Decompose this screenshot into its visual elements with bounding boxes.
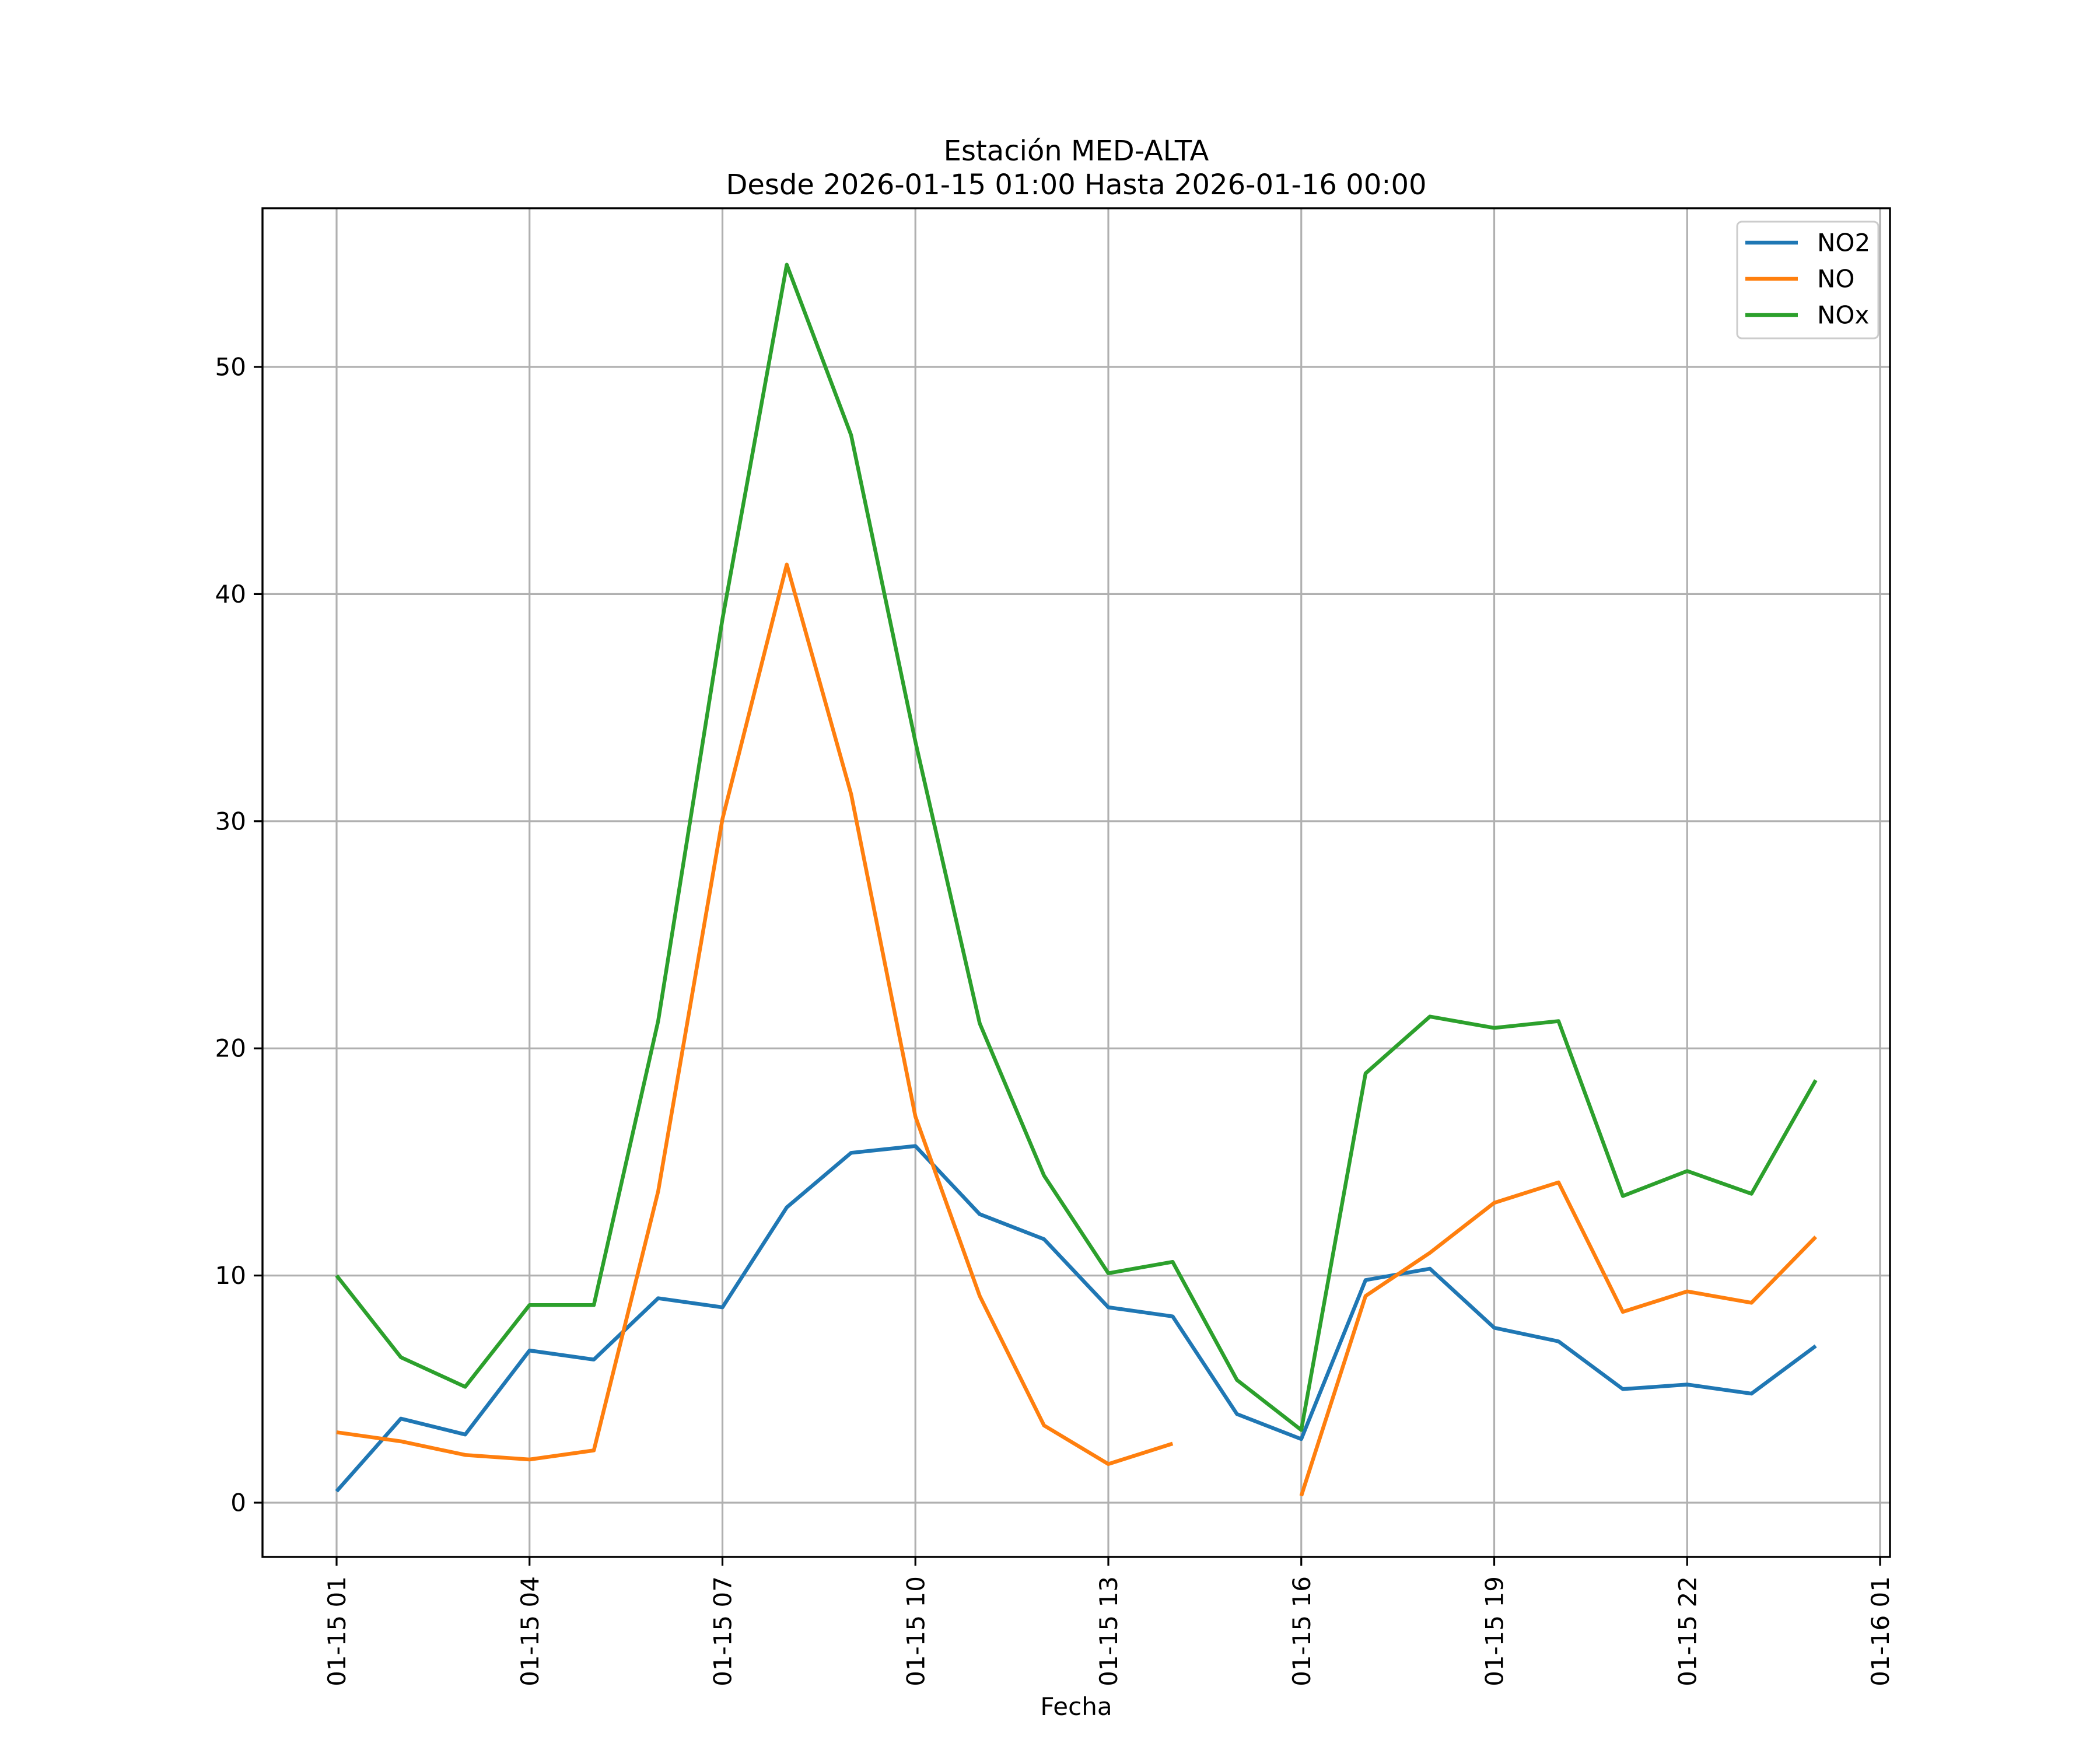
x-tick-label: 01-15 04: [516, 1576, 544, 1686]
x-tick-label: 01-15 13: [1094, 1576, 1123, 1686]
series-line-NO: [1299, 1180, 1818, 1497]
x-tick-label: 01-15 16: [1287, 1576, 1316, 1686]
legend-label-NO: NO: [1817, 265, 1854, 293]
legend: NO2 NO NOx: [1736, 220, 1880, 340]
x-tick-label: 01-15 22: [1673, 1576, 1702, 1686]
y-tick-label: 30: [215, 807, 246, 835]
x-tick-label: 01-15 07: [709, 1576, 737, 1686]
y-tick-label: 10: [215, 1261, 246, 1290]
axes-frame: [261, 207, 1891, 1558]
x-tick-label: 01-15 01: [323, 1576, 351, 1686]
y-tick-label: 50: [215, 353, 246, 382]
x-tick-label: 01-15 19: [1480, 1576, 1509, 1686]
y-tick-label: 20: [215, 1034, 246, 1063]
series-layer: [335, 262, 1818, 1497]
legend-label-NOx: NOx: [1817, 301, 1869, 330]
legend-box: [1736, 220, 1880, 340]
series-line-NO: [336, 562, 1174, 1466]
legend-label-NO2: NO2: [1817, 229, 1870, 257]
chart-subtitle: Desde 2026-01-15 01:00 Hasta 2026-01-16 …: [726, 169, 1426, 201]
series-line-NO2: [335, 1144, 1817, 1493]
chart-title: Estación MED-ALTA: [944, 135, 1209, 167]
y-tick-label: 40: [215, 580, 246, 608]
x-tick-label: 01-16 01: [1866, 1576, 1895, 1686]
series-line-NOx: [335, 262, 1818, 1432]
tick-layer: 0 10 20 30 40 50 01-15 01 01-15 04 01-15 07 01-15…: [215, 353, 1895, 1686]
grid-layer: [262, 208, 1890, 1557]
x-axis-label: Fecha: [1040, 1692, 1112, 1721]
x-tick-label: 01-15 10: [901, 1576, 930, 1686]
y-tick-label: 0: [230, 1489, 246, 1517]
